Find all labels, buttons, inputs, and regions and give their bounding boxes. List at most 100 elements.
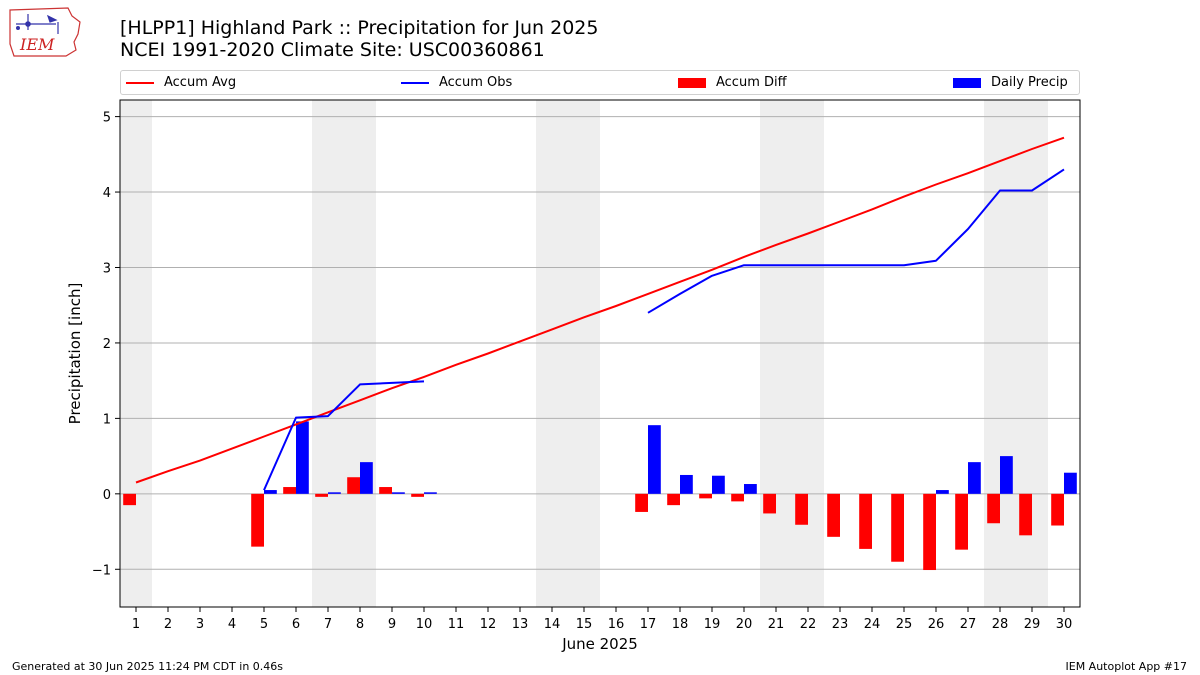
accum-diff-bar-27 [955,493,968,550]
accum-diff-bar-24 [859,493,872,549]
x-tick-label-10: 10 [416,617,433,632]
daily-precip-bar-10 [424,492,437,494]
bars [123,421,1077,571]
accum-diff-bar-29 [1019,493,1032,536]
x-tick-label-27: 27 [960,617,977,632]
weekend-shade-day-21 [760,100,792,607]
weekend-shade-day-14 [536,100,568,607]
x-tick-label-30: 30 [1056,617,1073,632]
weekend-shade-day-15 [568,100,600,607]
legend-item-accum-avg: Accum Avg [126,71,236,94]
accum-diff-bar-17 [635,493,648,512]
weather-instruments-icon [16,14,59,34]
x-tick-label-5: 5 [260,617,268,632]
legend-label-accum-diff: Accum Diff [716,75,787,90]
y-tick-label-5: 4 [103,186,111,201]
y-tick-label-2: 1 [103,412,111,427]
x-tick-label-14: 14 [544,617,561,632]
x-tick-label-22: 22 [800,617,817,632]
y-tick-label-4: 3 [103,261,111,276]
daily-precip-bar-20 [744,484,757,494]
y-tick-label-0: −1 [92,563,111,578]
weekend-shade-day-22 [792,100,824,607]
accum-diff-bar-6 [283,487,296,494]
x-tick-label-25: 25 [896,617,913,632]
accum-diff-bar-20 [731,493,744,502]
x-tick-label-12: 12 [480,617,497,632]
weekend-shade-day-8 [344,100,376,607]
daily-precip-bar-5 [264,490,277,494]
x-tick-label-20: 20 [736,617,753,632]
x-tick-label-18: 18 [672,617,689,632]
legend-swatch-accum-obs [401,81,429,84]
daily-precip-bar-7 [328,492,341,494]
accum-diff-bar-25 [891,493,904,562]
accum-diff-bar-30 [1051,493,1064,526]
y-tick-label-1: 0 [103,488,111,503]
legend-label-accum-avg: Accum Avg [164,75,237,90]
x-tick-label-11: 11 [448,617,465,632]
legend-item-accum-obs: Accum Obs [401,71,512,94]
iem-logo: IEM [9,7,81,57]
x-tick-label-24: 24 [864,617,881,632]
series-lines [135,136,1065,491]
x-tick-label-4: 4 [228,617,236,632]
chart-title: [HLPP1] Highland Park :: Precipitation f… [120,17,599,39]
x-tick-label-6: 6 [292,617,300,632]
accum-diff-bar-19 [699,493,712,499]
daily-precip-bar-28 [1000,456,1013,494]
x-tick-label-21: 21 [768,617,785,632]
daily-precip-bar-18 [680,474,693,494]
app-credit: IEM Autoplot App #17 [1065,660,1188,673]
x-tick-label-13: 13 [512,617,529,632]
plot-frame [119,99,1081,608]
y-axis-label: Precipitation [inch] [66,283,84,425]
gridlines [120,116,1080,570]
accum-obs-line-segment-1 [647,168,1065,314]
legend-item-accum-diff: Accum Diff [678,71,787,94]
accum-avg-line-segment-0 [135,136,1065,484]
daily-precip-bar-26 [936,490,949,494]
x-tick-label-7: 7 [324,617,332,632]
x-axis-ticks: 1 2 3 4 5 6 7 8 9 10 11 12 13 14 15 16 17 18 19 20 21 22 23 24 2… [132,607,1072,632]
x-tick-label-3: 3 [196,617,204,632]
legend-swatch-accum-diff [678,77,706,88]
accum-diff-bar-26 [923,493,936,571]
daily-precip-bar-17 [648,425,661,494]
weekend-shade-day-1 [120,100,152,607]
weekend-shade-day-29 [1016,100,1048,607]
x-tick-label-2: 2 [164,617,172,632]
y-axis-ticks: −1 0 1 2 3 4 5 [92,111,120,578]
daily-precip-bar-27 [968,462,981,494]
x-tick-label-29: 29 [1024,617,1041,632]
daily-precip-bar-30 [1064,472,1077,494]
generated-timestamp: Generated at 30 Jun 2025 11:24 PM CDT in… [12,660,284,673]
accum-diff-bar-18 [667,493,680,506]
x-axis-label: June 2025 [561,635,638,653]
accum-diff-bar-7 [315,493,328,497]
accum-diff-bar-9 [379,487,392,494]
x-tick-label-16: 16 [608,617,625,632]
x-tick-label-28: 28 [992,617,1009,632]
x-tick-label-1: 1 [132,617,140,632]
accum-diff-bar-1 [123,493,136,506]
accum-diff-bar-22 [795,493,808,525]
accum-diff-bar-8 [347,477,360,494]
y-tick-label-6: 5 [103,111,111,126]
legend-swatch-daily-precip [953,77,981,88]
weekend-shade-day-28 [984,100,1016,607]
legend-label-accum-obs: Accum Obs [439,75,513,90]
legend-swatch-accum-avg [126,81,154,84]
x-tick-label-9: 9 [388,617,396,632]
x-tick-label-19: 19 [704,617,721,632]
accum-diff-bar-10 [411,493,424,497]
daily-precip-bar-9 [392,492,405,494]
logo-text: IEM [19,35,55,54]
legend-item-daily-precip: Daily Precip [953,71,1068,94]
daily-precip-bar-8 [360,462,373,494]
accum-diff-bar-28 [987,493,1000,524]
weekend-shading [120,100,1048,607]
x-tick-label-26: 26 [928,617,945,632]
accum-diff-bar-23 [827,493,840,537]
